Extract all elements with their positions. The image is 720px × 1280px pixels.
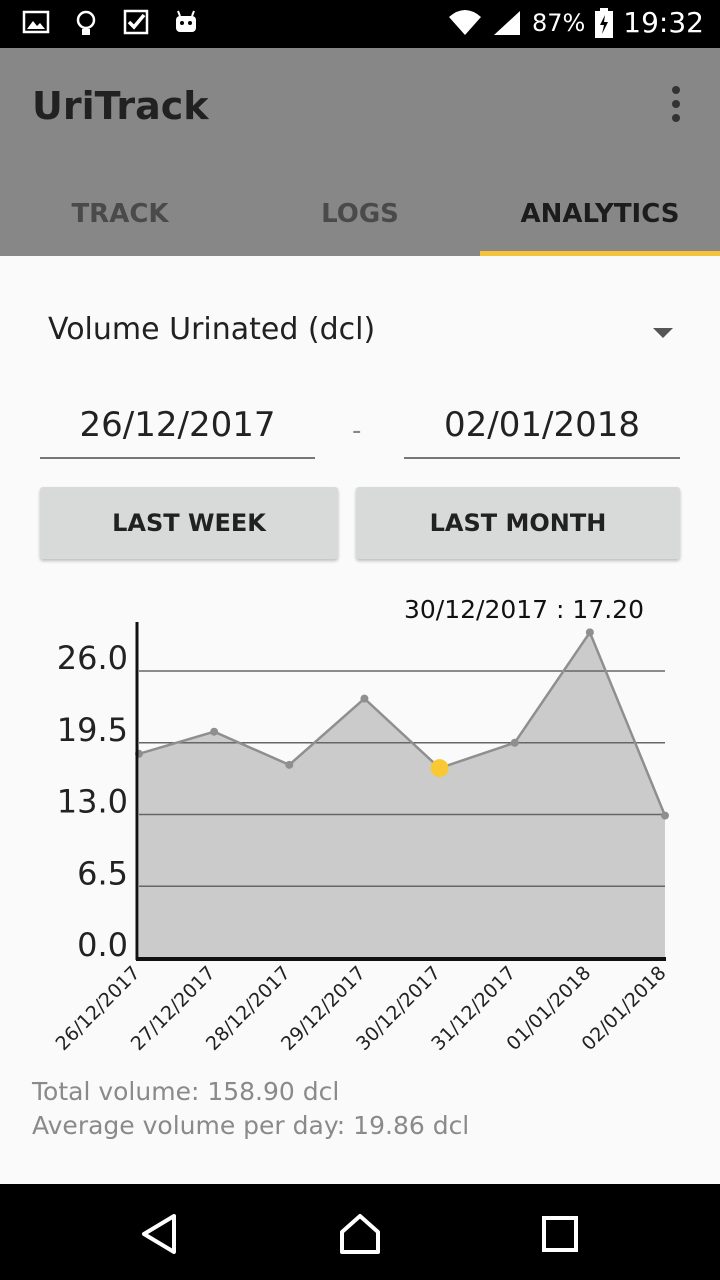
app-title: UriTrack xyxy=(32,84,209,128)
home-icon[interactable] xyxy=(336,1212,384,1256)
last-week-button[interactable]: LAST WEEK xyxy=(40,487,338,559)
status-bar: 87% 19:32 xyxy=(0,0,720,48)
app-bar: UriTrack TRACK LOGS ANALYTICS xyxy=(0,48,720,256)
stats-summary: Total volume: 158.90 dcl Average volume … xyxy=(32,1075,469,1143)
data-point xyxy=(661,811,669,820)
recents-icon[interactable] xyxy=(536,1212,584,1256)
metric-dropdown[interactable]: Volume Urinated (dcl) xyxy=(48,312,688,362)
y-tick-label: 13.0 xyxy=(57,783,128,821)
chart-highlight-label: 30/12/2017 : 17.20 xyxy=(404,595,644,624)
data-point xyxy=(360,694,369,703)
y-tick-label: 26.0 xyxy=(57,639,128,677)
chart-canvas: 26.019.513.06.50.026/12/201727/12/201728… xyxy=(52,622,671,1055)
data-point xyxy=(210,727,219,736)
data-point xyxy=(585,628,594,637)
start-date-field[interactable]: 26/12/2017 xyxy=(40,405,315,459)
y-tick-label: 6.5 xyxy=(77,854,128,892)
last-month-button[interactable]: LAST MONTH xyxy=(356,487,680,559)
volume-chart[interactable]: 26.0 19.5 13.0 6.5 0.0 26/12/2017 27/12/2017 28… xyxy=(0,580,720,1060)
battery-charging-icon xyxy=(595,7,614,38)
battery-percent: 87% xyxy=(531,8,586,37)
tab-track[interactable]: TRACK xyxy=(71,199,169,229)
tab-logs[interactable]: LOGS xyxy=(321,199,399,229)
signal-icon xyxy=(493,10,520,35)
clock: 19:32 xyxy=(623,6,704,39)
dropdown-arrow-icon xyxy=(653,328,673,338)
tab-bar: TRACK LOGS ANALYTICS xyxy=(0,172,720,256)
back-icon[interactable] xyxy=(136,1212,184,1256)
overflow-menu-icon[interactable] xyxy=(664,86,688,126)
highlight-point xyxy=(430,759,449,778)
total-volume-text: Total volume: 158.90 dcl xyxy=(32,1077,340,1106)
data-point xyxy=(510,738,519,747)
chart-area xyxy=(139,632,665,958)
end-date-field[interactable]: 02/01/2018 xyxy=(404,405,680,459)
image-icon xyxy=(22,8,50,38)
series-line xyxy=(138,629,667,817)
metric-dropdown-value: Volume Urinated (dcl) xyxy=(48,312,376,347)
data-point xyxy=(285,760,294,769)
lightbulb-icon xyxy=(72,8,100,38)
average-volume-text: Average volume per day: 19.86 dcl xyxy=(32,1111,470,1140)
android-icon xyxy=(172,8,200,38)
y-tick-label: 0.0 xyxy=(77,926,128,964)
y-tick-label: 19.5 xyxy=(57,711,128,749)
date-separator: - xyxy=(352,416,362,446)
tab-analytics[interactable]: ANALYTICS xyxy=(480,172,720,256)
wifi-icon xyxy=(448,9,481,35)
checkbox-icon xyxy=(122,8,150,38)
navigation-bar xyxy=(0,1184,720,1280)
